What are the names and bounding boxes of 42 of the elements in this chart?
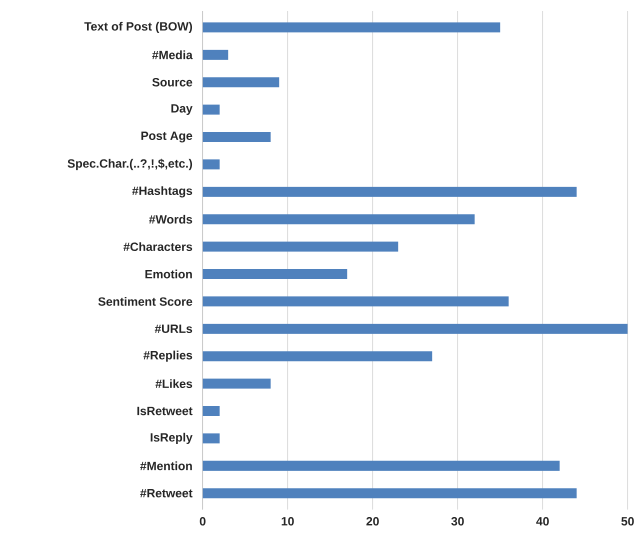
y-tick-label: Day bbox=[171, 104, 193, 115]
y-tick-label: #Mention bbox=[140, 461, 192, 470]
x-tick-label: 40 bbox=[536, 517, 549, 526]
bar bbox=[202, 488, 577, 498]
x-tick-label: 50 bbox=[621, 517, 634, 526]
y-tick-label: Post Age bbox=[141, 132, 192, 142]
x-tick-label: 0 bbox=[200, 517, 206, 526]
bar bbox=[202, 351, 432, 362]
bar bbox=[202, 324, 628, 334]
y-tick-label: #Characters bbox=[123, 242, 192, 252]
x-tick-label: 10 bbox=[282, 517, 294, 526]
y-tick-label: Text of Post (BOW) bbox=[84, 22, 192, 34]
y-tick-label: #Likes bbox=[155, 379, 192, 388]
bar bbox=[202, 186, 577, 197]
bar bbox=[202, 378, 271, 389]
y-tick-label: #URLs bbox=[154, 324, 192, 334]
bar bbox=[202, 77, 280, 88]
y-tick-label: #Replies bbox=[143, 350, 192, 362]
y-tick-label: Source bbox=[152, 78, 192, 86]
bar bbox=[202, 104, 220, 115]
y-tick-label: Sentiment Score bbox=[98, 297, 192, 306]
bar bbox=[202, 242, 398, 252]
bar bbox=[202, 460, 560, 471]
y-tick-label: #Retweet bbox=[140, 489, 192, 498]
x-tick-label: 20 bbox=[366, 517, 379, 526]
bar bbox=[202, 433, 220, 444]
y-tick-label: IsReply bbox=[150, 432, 193, 444]
bar bbox=[202, 159, 220, 170]
bar bbox=[202, 132, 271, 142]
bar bbox=[202, 406, 220, 416]
y-tick-label: #Words bbox=[149, 214, 192, 224]
y-tick-label: #Media bbox=[152, 50, 193, 60]
x-tick-label: 30 bbox=[451, 517, 464, 526]
bar bbox=[202, 50, 228, 60]
y-tick-label: #Hashtags bbox=[132, 186, 192, 198]
bar bbox=[202, 269, 348, 280]
bar bbox=[202, 296, 509, 306]
bar bbox=[202, 214, 475, 224]
y-tick-label: IsRetweet bbox=[137, 406, 192, 416]
y-tick-label: Spec.Char.(..?,!,$,etc.) bbox=[68, 158, 192, 170]
y-tick-label: Emotion bbox=[145, 270, 192, 278]
bar bbox=[202, 22, 500, 32]
